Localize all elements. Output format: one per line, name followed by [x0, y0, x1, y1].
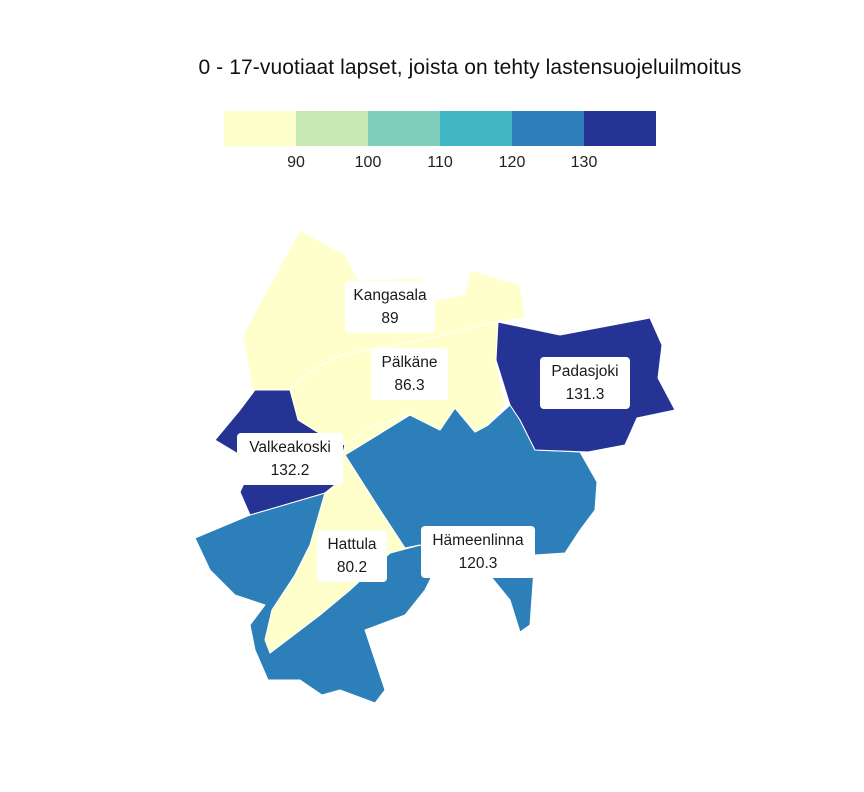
legend-swatch-6 [584, 111, 656, 146]
municipality-value: 131.3 [565, 386, 605, 403]
municipality-value: 120.3 [458, 555, 498, 572]
legend-tick-label: 100 [354, 154, 382, 171]
color-legend: 90 100 110 120 130 [224, 111, 656, 171]
municipality-name: Kangasala [353, 287, 427, 304]
map-label-padasjoki: Padasjoki 131.3 [540, 357, 630, 409]
legend-tick-label: 110 [427, 154, 453, 171]
map-label-valkeakoski: Valkeakoski 132.2 [237, 433, 343, 485]
legend-swatch-5 [512, 111, 584, 146]
municipality-value: 132.2 [270, 462, 310, 479]
map-label-hattula: Hattula 80.2 [317, 530, 387, 582]
municipality-name: Hämeenlinna [432, 532, 524, 549]
legend-swatch-1 [224, 111, 296, 146]
municipality-value: 86.3 [394, 377, 425, 394]
municipality-name: Pälkäne [381, 354, 438, 371]
municipality-value: 89 [381, 310, 399, 327]
municipality-name: Padasjoki [551, 363, 619, 380]
municipality-name: Hattula [327, 536, 377, 553]
map-label-kangasala: Kangasala 89 [345, 281, 435, 333]
legend-swatch-3 [368, 111, 440, 146]
map-title: 0 - 17-vuotiaat lapset, joista on tehty … [198, 56, 742, 79]
municipality-value: 80.2 [336, 559, 368, 576]
legend-tick-label: 120 [498, 154, 526, 171]
legend-tick-label: 130 [570, 154, 598, 171]
map-label-palkane: Pälkäne 86.3 [371, 348, 448, 400]
legend-swatch-2 [296, 111, 368, 146]
legend-color-bar [224, 111, 656, 146]
legend-tick-label: 90 [287, 154, 305, 171]
legend-swatch-4 [440, 111, 512, 146]
municipality-name: Valkeakoski [249, 439, 331, 456]
map-label-hameenlinna: Hämeenlinna 120.3 [421, 526, 535, 578]
